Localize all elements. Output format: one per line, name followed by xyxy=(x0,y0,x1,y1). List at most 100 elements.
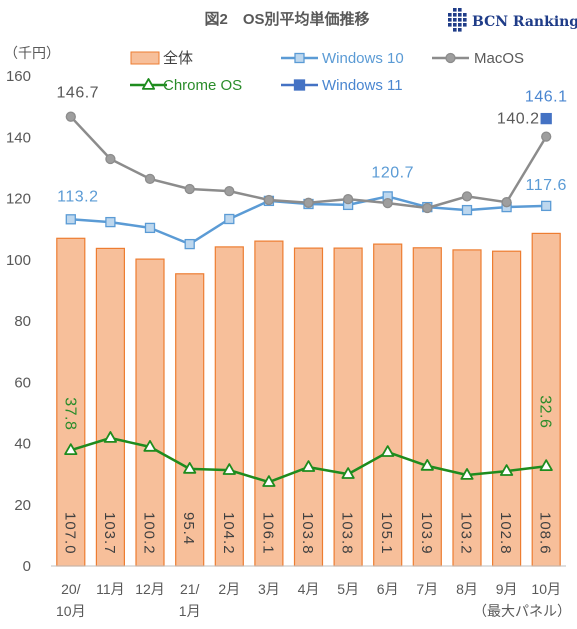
series-windows-11 xyxy=(540,112,552,125)
line-macos xyxy=(69,115,548,210)
y-tick-label: 160 xyxy=(6,68,31,85)
point-macos xyxy=(224,185,235,197)
x-tick-label: 6月 xyxy=(377,581,399,597)
bar xyxy=(214,246,244,567)
data-labels-windows-10: 113.2 120.7 117.6 xyxy=(57,164,567,205)
point-chrome-os xyxy=(183,461,197,474)
y-tick-label: 0 xyxy=(23,558,31,575)
data-label-chrome-os: 32.6 xyxy=(537,395,554,428)
bar-label: 107.0 xyxy=(61,512,78,555)
point-windows-10 xyxy=(224,213,235,225)
data-label-windows-10: 120.7 xyxy=(371,164,414,181)
bar xyxy=(333,247,363,567)
y-tick-label: 60 xyxy=(14,374,31,391)
bcn-ranking-logo: BCN Ranking xyxy=(448,8,577,32)
x-tick-label: 3月 xyxy=(258,581,280,597)
bar-label: 103.2 xyxy=(458,512,475,555)
point-chrome-os xyxy=(381,445,395,457)
point-macos xyxy=(105,153,116,165)
point-chrome-os xyxy=(499,464,514,476)
bar xyxy=(492,250,522,567)
y-tick-label: 120 xyxy=(6,191,31,208)
bar-label: 106.1 xyxy=(259,512,276,555)
x-axis-note: （最大パネル） xyxy=(473,603,571,619)
point-windows-10 xyxy=(65,214,76,225)
bar-label: 104.2 xyxy=(220,512,237,555)
data-label-windows-11: 146.1 xyxy=(525,89,568,106)
data-label-chrome-os: 37.8 xyxy=(61,397,78,430)
point-windows-10 xyxy=(541,200,552,212)
y-tick-label: 80 xyxy=(14,313,31,330)
x-axis: 20/10月 11月 12月 21/1月 2月 3月 4月 5月 6月 7月 8月 9月 10月 （最大パ… xyxy=(56,581,571,619)
y-tick-label: 40 xyxy=(14,436,31,453)
point-chrome-os xyxy=(103,431,117,443)
data-labels-chrome-os: 37.8 32.6 xyxy=(61,395,553,430)
x-tick-label: 10月 xyxy=(56,603,86,619)
data-labels-windows-11: 146.1 xyxy=(525,89,568,106)
bar xyxy=(175,273,205,567)
legend-label: Chrome OS xyxy=(163,77,242,94)
bar xyxy=(412,247,442,567)
point-macos xyxy=(65,111,76,122)
legend-marker xyxy=(141,78,156,90)
point-macos xyxy=(422,202,433,214)
point-macos xyxy=(461,191,473,202)
point-macos xyxy=(342,193,354,205)
logo-icon xyxy=(448,8,467,32)
point-windows-10 xyxy=(461,204,473,216)
data-labels-macos: 146.7 140.2 xyxy=(57,85,540,128)
legend-label: Windows 10 xyxy=(322,50,404,67)
data-label-macos: 140.2 xyxy=(497,111,540,128)
x-tick-label: 12月 xyxy=(135,581,165,597)
point-windows-10 xyxy=(184,238,195,250)
legend-item-macos: MacOS xyxy=(432,50,524,67)
x-tick-label: 8月 xyxy=(456,581,478,597)
legend-swatch xyxy=(130,51,160,65)
series-macos xyxy=(65,111,552,214)
legend-label: 全体 xyxy=(163,49,193,67)
bar-label: 103.8 xyxy=(339,512,356,555)
legend-item-chrome-os: Chrome OS xyxy=(130,77,242,94)
plot-area: 0 20 40 60 80 100 120 140 160 107.0 103.7 100.2 95.4… xyxy=(6,68,571,619)
bar-label: 102.8 xyxy=(497,512,514,555)
bars-overall xyxy=(56,232,561,567)
bar xyxy=(531,232,561,567)
point-windows-11 xyxy=(540,112,552,125)
legend-item-windows-10: Windows 10 xyxy=(281,50,404,67)
x-tick-label: 21/ xyxy=(180,581,200,597)
x-tick-label: 9月 xyxy=(496,581,518,597)
series-chrome-os xyxy=(64,431,553,487)
x-tick-label: 7月 xyxy=(416,581,438,597)
point-macos xyxy=(263,194,275,206)
legend: 全体 Windows 10 MacOS Chrome OS Windows 11 xyxy=(130,49,524,94)
bar xyxy=(254,240,284,567)
y-axis: 0 20 40 60 80 100 120 140 160 xyxy=(6,68,31,575)
data-label-macos: 146.7 xyxy=(57,85,100,102)
point-macos xyxy=(382,197,393,209)
bar xyxy=(452,249,482,567)
point-macos xyxy=(184,183,195,195)
point-chrome-os xyxy=(539,459,553,472)
point-chrome-os xyxy=(341,467,355,479)
legend-item-windows-11: Windows 11 xyxy=(281,77,403,94)
bar-label: 100.2 xyxy=(141,512,158,555)
point-macos xyxy=(144,173,156,185)
bar-label: 108.6 xyxy=(537,512,554,555)
legend-marker xyxy=(293,79,306,91)
bar xyxy=(293,247,324,567)
bar xyxy=(135,258,165,567)
x-tick-label: 20/ xyxy=(61,581,81,597)
y-tick-label: 100 xyxy=(6,252,31,269)
bar-label: 95.4 xyxy=(180,512,197,545)
bar-label: 105.1 xyxy=(378,512,395,555)
point-windows-10 xyxy=(144,222,156,234)
bar-label: 103.7 xyxy=(101,512,118,555)
x-tick-label: 4月 xyxy=(298,581,320,597)
x-tick-label: 2月 xyxy=(218,581,240,597)
y-tick-label: 20 xyxy=(14,497,31,514)
point-macos xyxy=(303,197,314,208)
data-label-windows-10: 117.6 xyxy=(526,177,567,194)
x-tick-label: 10月 xyxy=(531,581,561,597)
point-chrome-os xyxy=(143,439,157,452)
